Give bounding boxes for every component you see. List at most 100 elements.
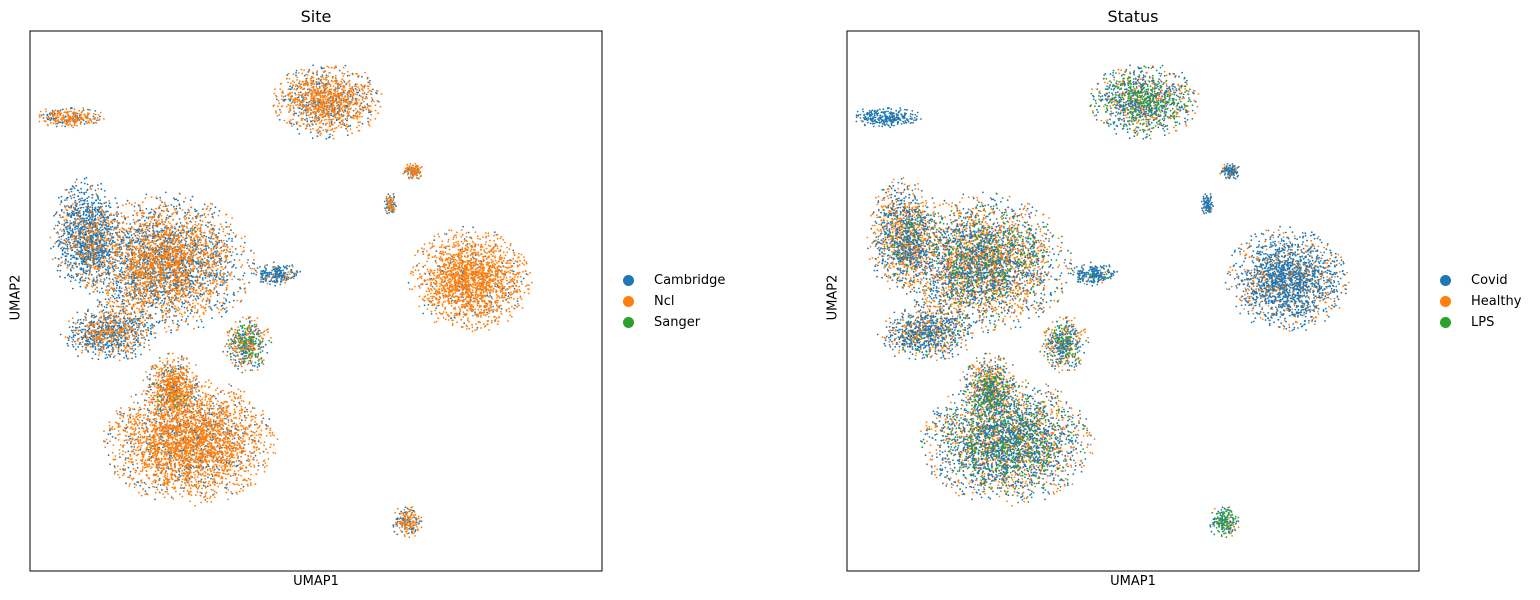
scatter-point: [492, 311, 494, 313]
scatter-point: [201, 277, 204, 279]
scatter-point: [72, 331, 74, 334]
scatter-point: [89, 259, 92, 261]
scatter-point: [148, 435, 151, 438]
scatter-point: [108, 242, 111, 245]
scatter-point: [177, 368, 180, 371]
scatter-point: [119, 291, 122, 294]
scatter-point: [89, 266, 92, 269]
scatter-point: [100, 182, 103, 185]
scatter-point: [87, 108, 89, 111]
scatter-point: [55, 211, 58, 214]
scatter-point: [228, 233, 231, 236]
scatter-point: [277, 265, 280, 267]
scatter-point: [226, 240, 228, 243]
scatter-point: [253, 263, 256, 265]
scatter-point: [114, 218, 117, 221]
scatter-point: [89, 216, 92, 219]
scatter-point: [357, 91, 360, 94]
scatter-point: [53, 227, 56, 230]
scatter-point: [77, 333, 80, 335]
scatter-point: [57, 265, 60, 268]
scatter-point: [114, 471, 116, 473]
scatter-point: [59, 269, 62, 272]
scatter-point: [80, 199, 82, 202]
scatter-point: [97, 261, 99, 263]
scatter-point: [90, 273, 93, 276]
scatter-point: [371, 88, 374, 91]
scatter-point: [91, 208, 94, 211]
scatter-point: [137, 481, 140, 484]
scatter-point: [106, 442, 109, 445]
scatter-point: [188, 217, 190, 220]
scatter-point: [107, 269, 109, 272]
scatter-point: [76, 240, 78, 243]
scatter-point: [131, 352, 134, 354]
scatter-point: [107, 228, 109, 230]
scatter-point: [111, 436, 114, 438]
scatter-point: [145, 317, 148, 319]
scatter-point: [168, 456, 171, 459]
scatter-point: [155, 486, 158, 489]
scatter-point: [118, 251, 121, 253]
plot-frame: [29, 30, 603, 572]
scatter-point: [266, 351, 269, 354]
scatter-point: [90, 201, 93, 204]
scatter-point: [147, 326, 149, 329]
scatter-point: [87, 350, 89, 352]
scatter-point: [67, 339, 70, 342]
scatter-point: [339, 85, 342, 88]
scatter-point: [292, 107, 295, 109]
scatter-point: [274, 284, 277, 287]
scatter-point: [116, 284, 119, 287]
scatter-point: [71, 266, 73, 269]
scatter-point: [132, 463, 134, 466]
scatter-point: [114, 197, 117, 200]
scatter-point: [144, 324, 147, 327]
scatter-point: [92, 262, 95, 265]
scatter-point: [117, 280, 119, 283]
scatter-point: [58, 222, 61, 225]
scatter-point: [118, 231, 121, 234]
scatter-point: [91, 213, 93, 216]
scatter-point: [65, 237, 68, 240]
scatter-point: [117, 213, 120, 215]
scatter-point: [199, 283, 202, 286]
scatter-point: [103, 249, 105, 252]
scatter-point: [179, 487, 182, 489]
scatter-point: [94, 353, 97, 356]
scatter-point: [329, 133, 331, 136]
scatter-point: [69, 229, 72, 232]
scatter-point: [161, 229, 164, 232]
scatter-point: [63, 239, 66, 242]
scatter-point: [190, 236, 193, 239]
scatter-point: [163, 420, 166, 423]
scatter-point: [418, 285, 420, 287]
scatter-point: [144, 490, 147, 493]
scatter-point: [115, 280, 118, 282]
scatter-point: [99, 199, 101, 202]
scatter-point: [261, 340, 264, 343]
scatter-point: [152, 324, 155, 327]
scatter-point: [87, 205, 89, 207]
scatter-point: [261, 350, 264, 352]
scatter-point: [247, 362, 250, 364]
scatter-point: [111, 278, 114, 281]
scatter-point: [512, 249, 515, 252]
scatter-point: [249, 322, 251, 324]
scatter-point: [146, 229, 149, 231]
scatter-point: [68, 275, 71, 278]
scatter-point: [88, 209, 91, 211]
scatter-point: [214, 278, 217, 281]
scatter-point: [81, 226, 84, 229]
scatter-point: [278, 269, 281, 272]
scatter-point: [507, 295, 510, 298]
scatter-point: [84, 260, 87, 263]
scatter-point: [153, 289, 156, 291]
scatter-point: [210, 236, 213, 238]
scatter-point: [97, 211, 100, 213]
scatter-point: [344, 110, 347, 112]
scatter-point: [286, 273, 289, 276]
scatter-point: [67, 236, 70, 239]
scatter-point: [72, 345, 75, 348]
scatter-point: [207, 476, 209, 479]
